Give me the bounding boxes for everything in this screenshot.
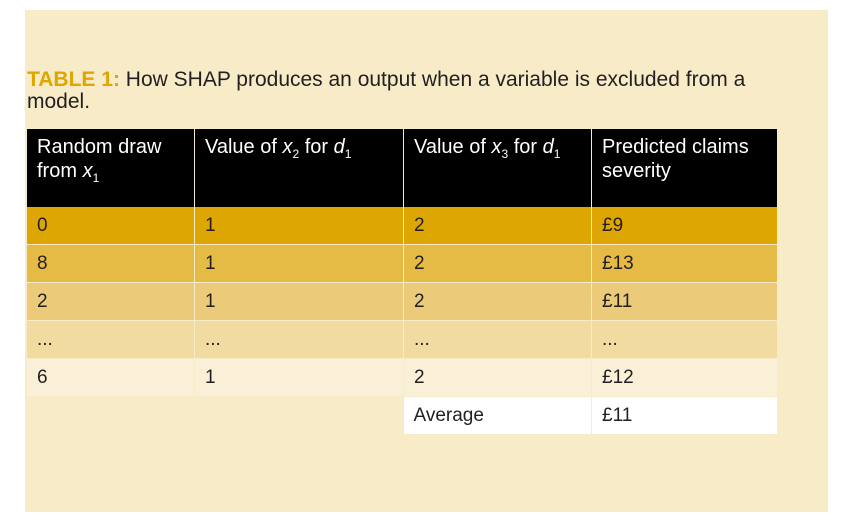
table-row: 8 1 2 £13 (27, 244, 777, 283)
table-cell: 1 (194, 207, 404, 245)
table-cell: 6 (27, 358, 195, 397)
table-cell: 1 (194, 358, 404, 397)
table-caption: TABLE 1: How SHAP produces an output whe… (27, 69, 787, 113)
table-cell: 8 (27, 244, 195, 283)
table-cell: 2 (27, 282, 195, 321)
average-row: Average £11 (27, 396, 777, 435)
table-cell: 2 (403, 282, 592, 321)
table-cell: ... (194, 320, 404, 359)
table-cell: ... (403, 320, 592, 359)
empty-cell (194, 396, 404, 435)
table-cell: 2 (403, 207, 592, 245)
shap-table: Random draw from x1 Value of x2 for d1 V… (27, 129, 777, 435)
table-cell: £11 (591, 282, 777, 321)
average-label: Average (403, 396, 592, 435)
table-row: 2 1 2 £11 (27, 282, 777, 321)
table-cell: £12 (591, 358, 777, 397)
header-value-x2: Value of x2 for d1 (194, 129, 404, 207)
header-predicted-severity: Predicted claims severity (591, 129, 777, 207)
table-cell: £13 (591, 244, 777, 283)
table-cell: ... (591, 320, 777, 359)
header-value-x3: Value of x3 for d1 (403, 129, 592, 207)
table-cell: 1 (194, 282, 404, 321)
caption-label: TABLE 1: (27, 68, 120, 91)
table-cell: 2 (403, 358, 592, 397)
caption-text: How SHAP produces an output when a varia… (27, 68, 746, 113)
table-row: 0 1 2 £9 (27, 207, 777, 245)
average-value: £11 (591, 396, 777, 435)
table-cell: 2 (403, 244, 592, 283)
empty-cell (27, 396, 195, 435)
header-row: Random draw from x1 Value of x2 for d1 V… (27, 129, 777, 207)
table-cell: 1 (194, 244, 404, 283)
table-row: ... ... ... ... (27, 320, 777, 359)
table-row: 6 1 2 £12 (27, 358, 777, 397)
table-cell: £9 (591, 207, 777, 245)
table-cell: ... (27, 320, 195, 359)
header-random-draw: Random draw from x1 (27, 129, 195, 207)
table-cell: 0 (27, 207, 195, 245)
